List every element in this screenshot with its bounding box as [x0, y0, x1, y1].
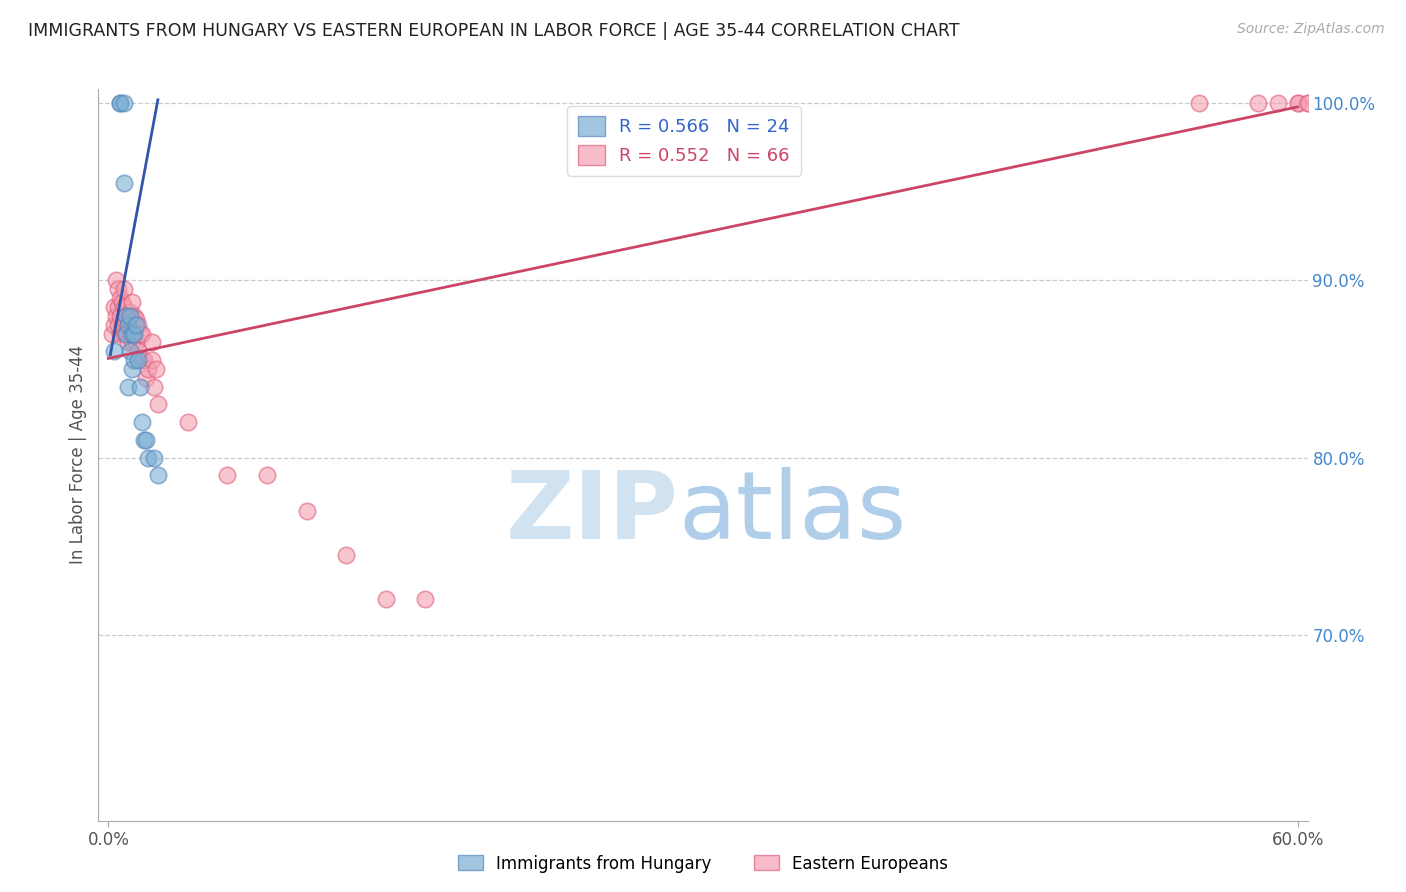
Point	[107, 318, 129, 332]
Point	[121, 362, 143, 376]
Point	[122, 309, 145, 323]
Point	[110, 96, 132, 111]
Point	[131, 326, 153, 341]
Point	[121, 318, 143, 332]
Point	[101, 326, 124, 341]
Point	[145, 362, 167, 376]
Point	[127, 318, 149, 332]
Point	[1296, 96, 1319, 111]
Point	[110, 96, 132, 111]
Point	[125, 318, 148, 332]
Point	[1395, 96, 1406, 111]
Point	[115, 309, 138, 323]
Point	[111, 294, 134, 309]
Point	[136, 450, 159, 465]
Point	[1267, 96, 1289, 111]
Point	[117, 318, 139, 332]
Point	[127, 344, 149, 359]
Point	[112, 312, 135, 326]
Point	[1306, 96, 1329, 111]
Point	[146, 468, 169, 483]
Point	[121, 326, 143, 341]
Point	[1365, 96, 1388, 111]
Text: atlas: atlas	[679, 467, 907, 559]
Point	[335, 548, 357, 562]
Point	[103, 344, 125, 359]
Point	[120, 305, 142, 319]
Point	[1296, 96, 1319, 111]
Point	[121, 294, 143, 309]
Point	[115, 309, 138, 323]
Point	[112, 300, 135, 314]
Point	[127, 353, 149, 368]
Point	[107, 282, 129, 296]
Point	[112, 282, 135, 296]
Point	[129, 380, 152, 394]
Point	[120, 344, 142, 359]
Point	[217, 468, 239, 483]
Point	[176, 415, 198, 429]
Point	[374, 592, 396, 607]
Text: ZIP: ZIP	[506, 467, 679, 559]
Point	[112, 326, 135, 341]
Point	[125, 312, 148, 326]
Point	[120, 309, 142, 323]
Point	[110, 309, 132, 323]
Point	[129, 326, 152, 341]
Point	[122, 326, 145, 341]
Point	[112, 176, 135, 190]
Point	[142, 380, 165, 394]
Point	[1326, 96, 1348, 111]
Point	[1346, 96, 1368, 111]
Point	[125, 335, 148, 350]
Point	[135, 371, 157, 385]
Point	[115, 326, 138, 341]
Text: IMMIGRANTS FROM HUNGARY VS EASTERN EUROPEAN IN LABOR FORCE | AGE 35-44 CORRELATI: IMMIGRANTS FROM HUNGARY VS EASTERN EUROP…	[28, 22, 960, 40]
Point	[132, 353, 155, 368]
Point	[122, 353, 145, 368]
Point	[103, 300, 125, 314]
Point	[1286, 96, 1309, 111]
Point	[1286, 96, 1309, 111]
Point	[136, 362, 159, 376]
Point	[256, 468, 278, 483]
Point	[103, 318, 125, 332]
Point	[146, 397, 169, 411]
Point	[107, 300, 129, 314]
Point	[122, 326, 145, 341]
Point	[141, 353, 163, 368]
Point	[115, 326, 138, 341]
Point	[117, 312, 139, 326]
Point	[105, 273, 128, 287]
Point	[132, 433, 155, 447]
Point	[1187, 96, 1209, 111]
Point	[142, 450, 165, 465]
Point	[120, 326, 142, 341]
Point	[1385, 96, 1406, 111]
Point	[117, 380, 139, 394]
Point	[295, 504, 318, 518]
Point	[110, 326, 132, 341]
Y-axis label: In Labor Force | Age 35-44: In Labor Force | Age 35-44	[69, 345, 87, 565]
Point	[121, 335, 143, 350]
Text: Source: ZipAtlas.com: Source: ZipAtlas.com	[1237, 22, 1385, 37]
Point	[117, 335, 139, 350]
Legend: Immigrants from Hungary, Eastern Europeans: Immigrants from Hungary, Eastern Europea…	[451, 848, 955, 880]
Point	[111, 318, 134, 332]
Legend: R = 0.566   N = 24, R = 0.552   N = 66: R = 0.566 N = 24, R = 0.552 N = 66	[567, 105, 800, 176]
Point	[141, 335, 163, 350]
Point	[1247, 96, 1270, 111]
Point	[1336, 96, 1358, 111]
Point	[110, 291, 132, 305]
Point	[105, 309, 128, 323]
Point	[112, 96, 135, 111]
Point	[131, 415, 153, 429]
Point	[131, 353, 153, 368]
Point	[135, 433, 157, 447]
Point	[415, 592, 437, 607]
